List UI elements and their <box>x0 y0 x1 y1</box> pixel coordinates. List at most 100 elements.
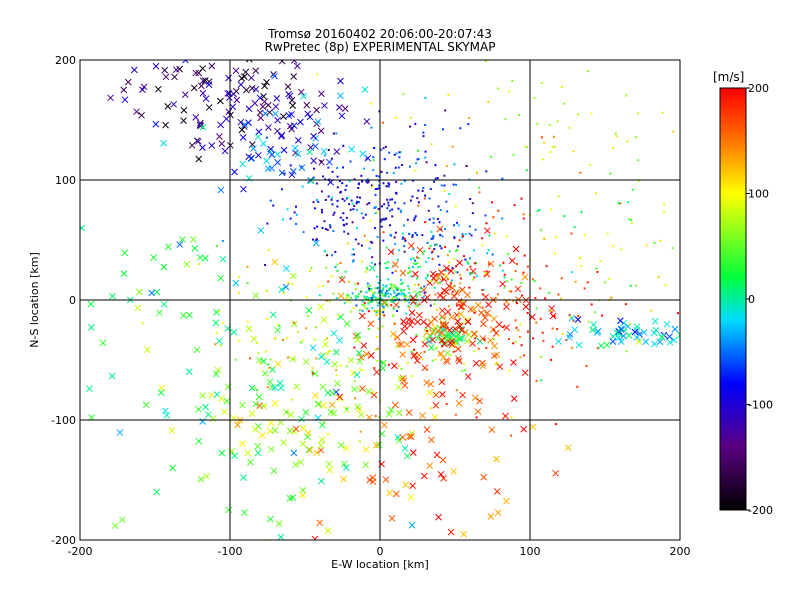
data-point-x <box>292 425 300 433</box>
data-point-dot <box>376 359 379 362</box>
data-point-x <box>300 92 307 100</box>
data-point-dot <box>246 265 249 268</box>
data-point-x <box>231 168 238 176</box>
data-point-dot <box>444 227 447 230</box>
data-point-dot <box>421 358 424 361</box>
data-point-dot <box>300 341 303 344</box>
data-point-dot <box>412 248 415 251</box>
data-point-dot <box>387 278 390 281</box>
data-point-x <box>142 401 150 409</box>
data-point-dot <box>392 295 395 298</box>
data-point-dot <box>415 277 418 280</box>
data-point-dot <box>387 266 390 269</box>
data-point-dot <box>466 260 469 263</box>
data-point-x <box>161 66 169 74</box>
data-point-dot <box>424 221 427 224</box>
data-point-dot <box>410 199 413 202</box>
data-point-dot <box>431 359 434 362</box>
data-point-x <box>307 177 315 185</box>
data-point-dot <box>259 362 262 365</box>
data-point-dot <box>629 219 632 222</box>
data-point-x <box>185 368 193 375</box>
data-point-dot <box>415 333 418 336</box>
data-point-dot <box>365 291 368 294</box>
data-point-dot <box>444 269 447 272</box>
data-point-x <box>510 359 517 366</box>
data-point-x <box>170 100 178 108</box>
data-point-x <box>205 81 213 89</box>
data-point-dot <box>353 380 356 383</box>
data-point-dot <box>330 198 333 201</box>
data-point-x <box>395 436 403 444</box>
data-point-dot <box>386 305 389 308</box>
data-point-x <box>272 103 280 110</box>
data-point-dot <box>315 182 318 185</box>
data-point-dot <box>426 273 429 276</box>
data-point-dot <box>397 166 400 169</box>
data-point-x <box>186 311 193 319</box>
data-point-x <box>365 414 373 421</box>
data-point-x <box>474 408 482 415</box>
data-point-x <box>337 292 345 300</box>
data-point-dot <box>351 253 354 256</box>
data-point-dot <box>365 158 368 161</box>
data-point-dot <box>382 311 385 314</box>
data-point-dot <box>274 337 277 340</box>
data-point-x <box>297 88 305 96</box>
data-point-x <box>445 282 453 290</box>
data-point-dot <box>467 333 470 336</box>
data-point-dot <box>604 281 607 284</box>
data-point-dot <box>360 174 363 177</box>
data-point-x <box>407 493 415 501</box>
data-point-x <box>160 263 168 271</box>
data-point-x <box>248 384 256 392</box>
data-point-x <box>294 150 302 158</box>
data-point-dot <box>342 166 345 169</box>
data-point-dot <box>439 245 442 248</box>
data-point-dot <box>380 225 383 228</box>
data-point-x <box>309 344 317 352</box>
data-point-dot <box>348 180 351 183</box>
data-point-dot <box>580 264 583 267</box>
data-point-dot <box>356 208 359 211</box>
data-point-x <box>216 133 223 140</box>
data-point-x <box>392 261 399 268</box>
colorbar-tick-label: -100 <box>748 399 773 412</box>
data-point-dot <box>408 267 411 270</box>
data-point-x <box>491 342 498 350</box>
chart-subtitle: RwPretec (8p) EXPERIMENTAL SKYMAP <box>264 40 496 54</box>
data-point-dot <box>512 153 515 156</box>
data-point-x <box>311 535 319 540</box>
data-point-x <box>354 331 362 339</box>
data-point-x <box>274 159 282 166</box>
data-point-dot <box>265 350 268 353</box>
data-point-dot <box>367 180 370 183</box>
data-point-dot <box>438 281 441 284</box>
data-point-dot <box>382 294 385 297</box>
data-point-dot <box>294 205 297 208</box>
data-point-x <box>426 462 434 470</box>
data-point-x <box>278 132 285 140</box>
data-point-dot <box>348 280 351 283</box>
data-point-dot <box>234 358 237 361</box>
data-point-dot <box>345 216 348 219</box>
data-point-dot <box>376 304 379 307</box>
data-point-dot <box>367 289 370 292</box>
data-point-dot <box>345 184 348 187</box>
data-point-dot <box>442 379 445 382</box>
data-point-x <box>359 385 366 392</box>
colorbar-tick-label: 100 <box>748 188 769 201</box>
data-point-dot <box>322 175 325 178</box>
data-point-dot <box>400 292 403 295</box>
data-point-dot <box>370 296 373 299</box>
data-point-x <box>261 370 269 377</box>
data-point-x <box>306 113 314 121</box>
data-point-dot <box>361 309 364 312</box>
data-point-dot <box>416 158 419 161</box>
data-point-dot <box>413 217 416 220</box>
data-point-dot <box>267 248 270 251</box>
data-point-dot <box>467 123 470 126</box>
data-point-dot <box>372 185 375 188</box>
data-point-x <box>271 427 279 434</box>
data-point-x <box>231 452 238 460</box>
